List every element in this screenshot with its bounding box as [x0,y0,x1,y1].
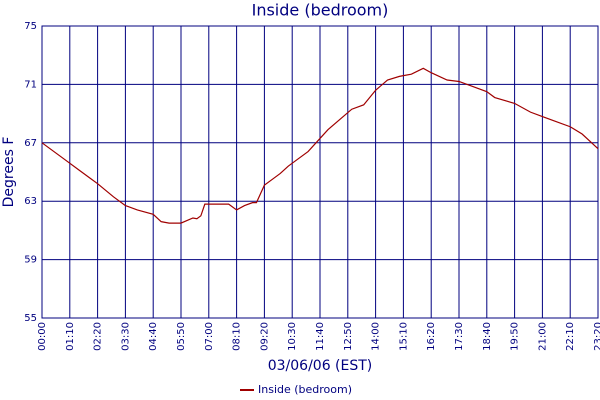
data-line [41,67,599,224]
x-tick-label: 08:10 [232,322,243,351]
x-tick-label: 11:40 [315,322,326,351]
x-tick-label: 04:40 [148,322,159,351]
x-tick-label: 01:10 [65,322,76,351]
x-tick-label: 17:30 [454,322,465,351]
y-tick-label: 63 [24,196,37,207]
y-tick-label: 71 [24,79,37,90]
legend-label: Inside (bedroom) [258,383,352,396]
x-tick-label: 19:50 [510,322,521,351]
x-tick-label: 09:20 [259,322,270,351]
y-tick-label: 67 [24,138,37,149]
x-tick-label: 22:10 [565,322,576,351]
x-tick-label: 12:50 [343,322,354,351]
x-axis-label: 03/06/06 (EST) [268,358,373,374]
x-tick-label: 10:30 [287,322,298,351]
x-tick-label: 15:10 [398,322,409,351]
y-tick-label: 75 [24,21,37,32]
x-tick-label: 03:30 [120,322,131,351]
x-tick-label: 23:20 [593,322,600,351]
plot-border [41,25,599,319]
x-tick-label: 07:00 [204,322,215,351]
x-tick-label: 21:00 [537,322,548,351]
x-tick-label: 18:40 [482,322,493,351]
y-axis-label: Degrees F [1,137,17,208]
y-tick-label: 55 [24,313,37,324]
x-tick-label: 02:20 [93,322,104,351]
chart-title: Inside (bedroom) [252,1,389,20]
x-tick-label: 00:00 [37,322,48,351]
x-tick-label: 16:20 [426,322,437,351]
y-tick-label: 59 [24,255,37,266]
x-tick-label: 14:00 [371,322,382,351]
x-tick-label: 05:50 [176,322,187,351]
